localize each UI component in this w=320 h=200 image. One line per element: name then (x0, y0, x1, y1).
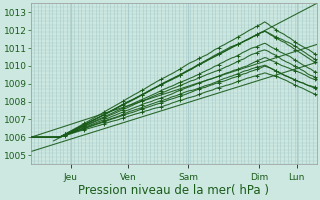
X-axis label: Pression niveau de la mer( hPa ): Pression niveau de la mer( hPa ) (78, 184, 269, 197)
